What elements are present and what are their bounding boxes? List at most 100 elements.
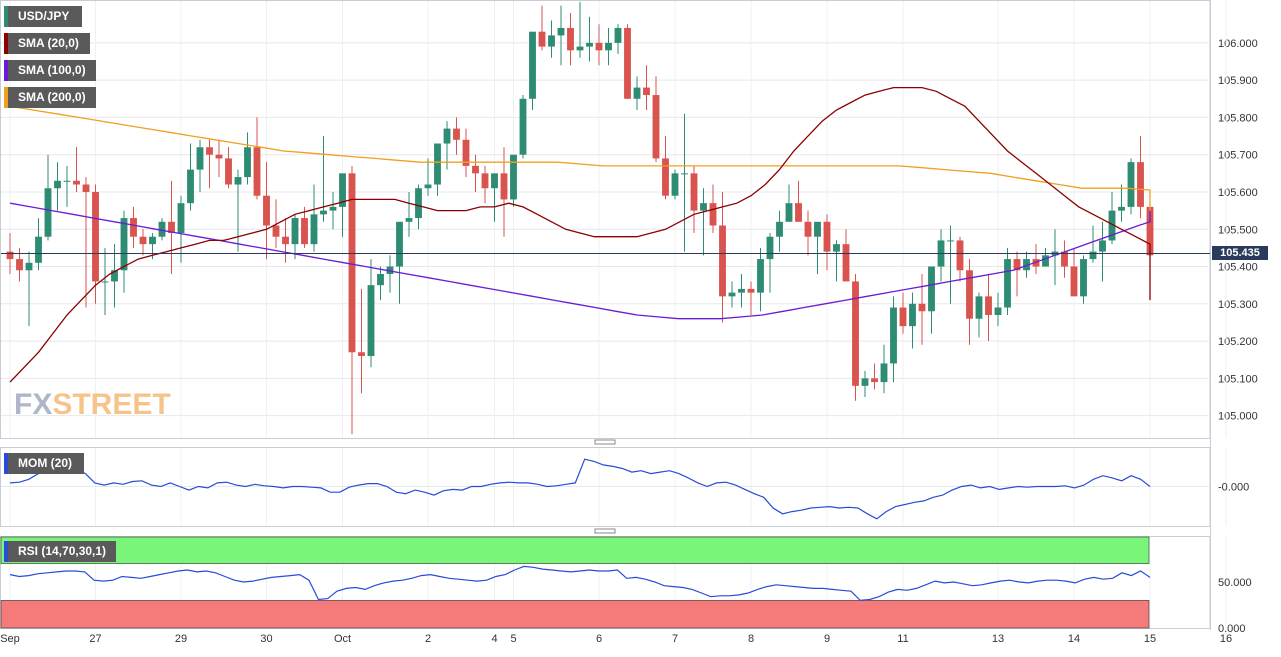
mom-tick-label: -0.000: [1218, 482, 1249, 494]
candle-bearish: [348, 173, 356, 353]
candle-bearish: [225, 158, 232, 185]
legend-sma200-label: SMA (200,0): [18, 90, 86, 104]
candle-bullish: [187, 169, 194, 204]
x-tick-label: 11: [897, 633, 908, 645]
candle-bullish: [234, 177, 242, 185]
x-tick-label: Sep: [0, 633, 20, 645]
candle-bullish: [605, 42, 612, 51]
legend-sma100[interactable]: SMA (100,0): [4, 60, 96, 81]
x-tick-label: 15: [1144, 633, 1156, 645]
candle-bullish: [833, 244, 840, 252]
x-tick-label: Oct: [334, 633, 351, 645]
candle-bullish: [909, 303, 916, 327]
rsi-line: [9, 565, 1151, 602]
legend-rsi[interactable]: RSI (14,70,30,1): [4, 541, 116, 562]
candle-bullish: [861, 378, 869, 386]
x-tick-label: 7: [672, 633, 678, 645]
price-tick-label: 105.700: [1218, 150, 1258, 162]
candle-bullish: [54, 180, 61, 189]
candle-bearish: [82, 184, 90, 192]
candle-bearish: [1013, 259, 1021, 271]
x-tick-label: 5: [510, 633, 516, 645]
candle-bullish: [947, 240, 954, 242]
candle-bullish: [339, 173, 346, 207]
rsi-tick-label: 0.000: [1218, 623, 1246, 635]
candle-bullish: [785, 203, 793, 222]
x-tick-label: 16: [1220, 633, 1232, 645]
candle-bullish: [111, 270, 118, 282]
legend-mom-swatch: [4, 453, 8, 474]
sma200-line: [9, 105, 1151, 219]
candle-bullish: [377, 273, 384, 286]
price-tick-label: 105.100: [1218, 373, 1258, 385]
legend-sma100-label: SMA (100,0): [18, 63, 86, 77]
candle-bullish: [35, 236, 42, 263]
legend-symbol-label: USD/JPY: [18, 9, 70, 23]
candle-bearish: [985, 296, 992, 315]
candle-bullish: [291, 218, 299, 245]
candle-bearish: [918, 303, 926, 312]
candle-bearish: [16, 259, 23, 271]
candle-bullish: [700, 203, 707, 211]
x-tick-label: 9: [824, 633, 830, 645]
candle-bearish: [481, 173, 489, 189]
candle-bearish: [871, 378, 878, 383]
price-tick-label: 105.800: [1218, 112, 1258, 124]
candle-bullish: [994, 307, 1002, 315]
candle-bullish: [367, 285, 375, 356]
candle-bearish: [804, 221, 812, 237]
candle-bearish: [709, 203, 717, 226]
x-tick-label: 4: [491, 633, 497, 645]
candle-bullish: [548, 35, 555, 47]
candle-bullish: [1099, 240, 1106, 252]
splitter-handle-2: [594, 528, 616, 534]
candle-bearish: [795, 203, 802, 222]
candle-bullish: [396, 221, 403, 267]
legend-rsi-swatch: [4, 541, 8, 562]
candle-bullish: [1108, 210, 1116, 241]
candle-bullish: [633, 87, 641, 99]
price-tick-label: 105.500: [1218, 224, 1258, 236]
candle-bearish: [899, 307, 907, 327]
candle-bearish: [253, 147, 261, 196]
x-tick-label: 30: [260, 633, 272, 645]
candle-bullish: [424, 184, 432, 189]
candle-bearish: [719, 225, 726, 297]
candle-bullish: [434, 143, 441, 185]
price-tick-label: 105.200: [1218, 336, 1258, 348]
candle-bullish: [614, 27, 622, 43]
legend-mom[interactable]: MOM (20): [4, 453, 84, 474]
candle-bullish: [928, 266, 935, 312]
x-tick-label: 13: [992, 633, 1004, 645]
candle-bullish: [244, 147, 251, 178]
legend-sma20[interactable]: SMA (20,0): [4, 33, 90, 54]
candle-bearish: [624, 27, 631, 99]
candle-bullish: [880, 363, 888, 383]
legend-sma200-swatch: [4, 87, 8, 108]
candle-bearish: [282, 236, 289, 245]
splitter-handle-1: [594, 439, 616, 445]
legend-sma200[interactable]: SMA (200,0): [4, 87, 96, 108]
candle-bearish: [690, 173, 698, 211]
candle-bullish: [120, 218, 128, 271]
candle-bullish: [890, 307, 897, 364]
legend-sma20-label: SMA (20,0): [18, 36, 79, 50]
candle-bullish: [510, 154, 517, 200]
candle-bullish: [101, 281, 109, 283]
candle-bullish: [443, 128, 451, 144]
candle-bullish: [1042, 255, 1049, 267]
candle-bullish: [1118, 206, 1125, 211]
legend-rsi-label: RSI (14,70,30,1): [18, 544, 107, 558]
x-tick-label: 8: [748, 633, 754, 645]
candle-bullish: [310, 214, 318, 245]
legend-symbol[interactable]: USD/JPY: [4, 6, 82, 27]
candle-bullish: [776, 221, 783, 237]
watermark-fx-text: FX: [14, 388, 53, 421]
candle-bearish: [453, 128, 460, 140]
x-tick-label: 2: [425, 633, 431, 645]
candle-bearish: [842, 244, 850, 282]
candle-bullish: [405, 218, 413, 222]
sma20-line: [9, 86, 1151, 383]
legend-symbol-swatch: [4, 6, 8, 27]
